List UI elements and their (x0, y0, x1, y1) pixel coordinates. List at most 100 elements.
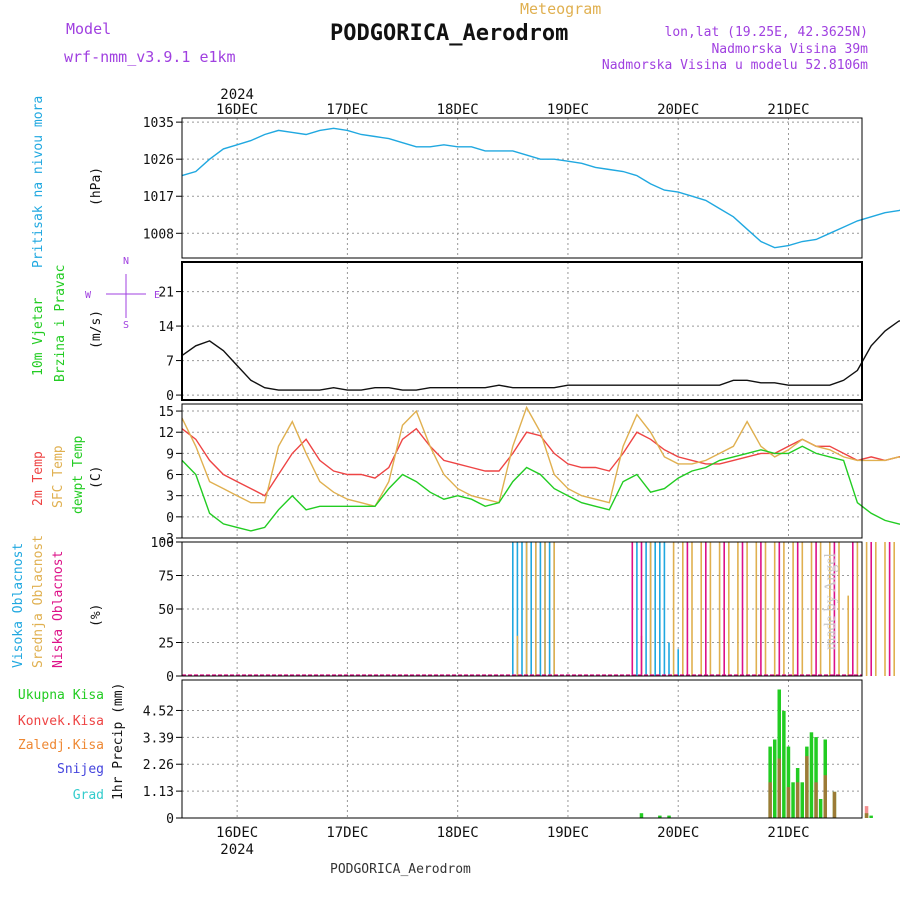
meteogram-label: Meteogram (520, 0, 602, 18)
y-tick-label: 0 (166, 812, 174, 827)
panel-frame (181, 261, 863, 401)
series-bar (823, 775, 827, 818)
series-line (181, 445, 900, 532)
series-bar (746, 542, 748, 676)
series-bar (640, 542, 643, 676)
y-tick-label: 14 (158, 320, 174, 335)
year-label-top: 2024 (220, 87, 254, 103)
y-tick-label: 1008 (143, 227, 174, 242)
series-bar (796, 542, 799, 676)
y-axis-label: Pritisak na nivou mora (31, 96, 46, 268)
watermark: made by Angel (822, 553, 839, 650)
series-bar (768, 782, 772, 818)
y-tick-label: 3 (166, 490, 174, 505)
series-bar (888, 542, 891, 676)
series-bar (875, 542, 877, 676)
series-bar (814, 782, 818, 818)
series-bar (864, 806, 869, 818)
y-tick-label: 0 (166, 511, 174, 526)
x-tick-label-top: 17DEC (326, 102, 368, 118)
y-axis-label: Srednja Oblacnost (31, 535, 46, 668)
series-bar (773, 739, 777, 818)
legend-entry: Zaledj.Kisa (18, 738, 104, 753)
compass-s-label: S (123, 320, 129, 331)
panel-frame (181, 679, 863, 819)
y-axis-label: Brzina i Pravac (53, 265, 68, 382)
series-bar (700, 542, 702, 676)
series-bar (667, 815, 671, 818)
series-bar (553, 542, 555, 676)
y-tick-label: 0 (166, 389, 174, 404)
elevation-label: Nadmorska Visina 39m (711, 42, 868, 57)
series-bar (718, 542, 721, 676)
series-bar (672, 542, 675, 676)
series-bar (829, 542, 831, 676)
series-bar (691, 542, 693, 676)
y-tick-label: 50 (158, 603, 174, 618)
series-bar (512, 542, 514, 676)
x-tick-label-bottom: 20DEC (657, 825, 699, 841)
series-bar (516, 635, 519, 676)
y-tick-label: -3 (158, 532, 174, 547)
series-bar (809, 732, 814, 818)
y-axis-label: 10m Vjetar (31, 298, 46, 376)
compass-n-label: N (123, 256, 129, 267)
series-bar (805, 756, 809, 818)
x-tick-label-bottom: 17DEC (326, 825, 368, 841)
series-bar (741, 542, 744, 676)
series-bar (777, 689, 781, 818)
series-bar (778, 542, 781, 676)
y-tick-label: 9 (166, 447, 174, 462)
series-bar (833, 542, 836, 676)
x-tick-label-bottom: 19DEC (547, 825, 589, 841)
series-bar (884, 542, 886, 676)
y-tick-label: 4.52 (143, 704, 174, 719)
y-tick-label: 7 (166, 355, 174, 370)
series-bar (819, 542, 822, 676)
series-bar (818, 799, 823, 818)
series-bar (792, 542, 794, 676)
series-bar (852, 542, 854, 676)
series-bar (636, 542, 638, 676)
series-bar (709, 542, 712, 676)
series-bar (654, 542, 656, 676)
series-bar (764, 542, 767, 676)
lonlat-label: lon,lat (19.25E, 42.3625N) (664, 25, 869, 40)
y-tick-label: 75 (158, 570, 174, 585)
series-bar (631, 542, 634, 676)
series-bar (658, 815, 662, 818)
model-value: wrf-nmm_v3.9.1 e1km (64, 48, 236, 66)
x-tick-label-top: 18DEC (437, 102, 479, 118)
series-line (181, 320, 900, 391)
compass-w-label: W (85, 290, 92, 301)
series-bar (777, 758, 781, 818)
series-bar (737, 542, 739, 676)
series-bar (773, 542, 776, 676)
panel-frame (181, 117, 863, 259)
y-tick-label: 1017 (143, 190, 174, 205)
y-axis-label: dewpt Temp (71, 436, 86, 514)
model-elevation-label: Nadmorska Visina u modelu 52.8106m (601, 58, 868, 73)
series-bar (865, 542, 868, 676)
x-tick-label-top: 21DEC (767, 102, 809, 118)
series-bar (755, 542, 758, 676)
y-tick-label: 1035 (143, 116, 174, 131)
series-bar (639, 813, 644, 818)
series-bar (832, 791, 837, 818)
footer-station: PODGORICA_Aerodrom (330, 862, 471, 877)
series-bar (659, 542, 661, 676)
series-bar (782, 710, 786, 818)
series-bar (815, 542, 817, 676)
series-bar (838, 542, 840, 676)
series-bar (728, 542, 730, 676)
y-tick-label: 1.13 (143, 785, 174, 800)
series-bar (548, 542, 551, 676)
x-tick-label-bottom: 18DEC (437, 825, 479, 841)
unit-label: (C) (89, 466, 104, 489)
series-bar (810, 542, 813, 676)
y-axis-label: 2m Temp (31, 451, 46, 506)
series-bar (847, 595, 849, 676)
x-tick-label-top: 16DEC (216, 102, 258, 118)
page-title: PODGORICA_Aerodrom (330, 21, 569, 46)
